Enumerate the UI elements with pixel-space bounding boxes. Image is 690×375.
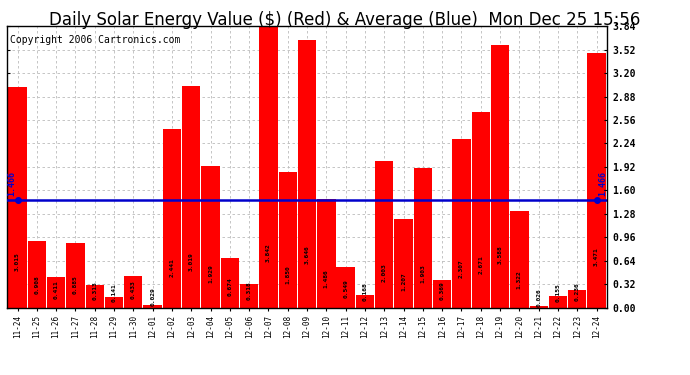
Bar (201, 166, 219, 308)
Text: 3.019: 3.019 (189, 252, 194, 271)
Bar (491, 45, 509, 308)
Bar (317, 199, 335, 308)
Bar (549, 296, 567, 307)
Text: 0.318: 0.318 (246, 282, 252, 300)
Text: 0.029: 0.029 (150, 288, 155, 306)
Text: 0.549: 0.549 (343, 279, 348, 298)
Text: 3.588: 3.588 (497, 246, 502, 264)
Bar (28, 241, 46, 308)
Bar (144, 305, 161, 308)
Bar (298, 40, 316, 308)
Bar (8, 87, 27, 308)
Bar (510, 211, 529, 308)
Bar (414, 168, 432, 308)
Text: 2.441: 2.441 (170, 258, 175, 277)
Text: 3.015: 3.015 (15, 252, 20, 271)
Text: 0.674: 0.674 (227, 278, 233, 296)
Text: 0.411: 0.411 (54, 280, 59, 299)
Text: 1.486: 1.486 (324, 269, 329, 288)
Text: 0.155: 0.155 (555, 283, 560, 302)
Bar (453, 138, 471, 308)
Bar (356, 295, 374, 307)
Text: Daily Solar Energy Value ($) (Red) & Average (Blue)  Mon Dec 25 15:56: Daily Solar Energy Value ($) (Red) & Ave… (49, 11, 641, 29)
Bar (279, 172, 297, 308)
Text: 0.908: 0.908 (34, 275, 39, 294)
Text: 1.207: 1.207 (401, 272, 406, 291)
Bar (375, 161, 393, 308)
Bar (47, 278, 66, 308)
Bar (105, 297, 124, 307)
Bar (240, 284, 258, 308)
Text: Copyright 2006 Cartronics.com: Copyright 2006 Cartronics.com (10, 35, 180, 45)
Bar (433, 280, 451, 308)
Text: 3.471: 3.471 (594, 247, 599, 266)
Text: 2.307: 2.307 (459, 260, 464, 279)
Bar (471, 112, 490, 308)
Text: 1.322: 1.322 (517, 271, 522, 290)
Text: 0.313: 0.313 (92, 282, 97, 300)
Text: 1.929: 1.929 (208, 264, 213, 283)
Text: 1.466: 1.466 (7, 171, 17, 196)
Text: 1.466: 1.466 (598, 171, 607, 196)
Bar (587, 53, 606, 307)
Bar (529, 306, 548, 308)
Bar (124, 276, 143, 308)
Bar (568, 290, 586, 308)
Text: 0.141: 0.141 (112, 284, 117, 302)
Text: 0.168: 0.168 (362, 283, 368, 302)
Bar (259, 26, 277, 308)
Bar (86, 285, 104, 308)
Text: 0.369: 0.369 (440, 281, 444, 300)
Text: 3.646: 3.646 (304, 245, 310, 264)
Bar (395, 219, 413, 308)
Text: 0.433: 0.433 (131, 280, 136, 299)
Bar (66, 243, 85, 308)
Bar (221, 258, 239, 308)
Text: 0.236: 0.236 (575, 282, 580, 301)
Text: 3.842: 3.842 (266, 243, 271, 262)
Bar (337, 267, 355, 308)
Text: 2.003: 2.003 (382, 263, 387, 282)
Bar (163, 129, 181, 308)
Text: 2.671: 2.671 (478, 256, 483, 274)
Text: 1.850: 1.850 (285, 265, 290, 284)
Text: 1.903: 1.903 (420, 264, 425, 283)
Bar (182, 86, 200, 308)
Text: 0.026: 0.026 (536, 288, 541, 306)
Text: 0.885: 0.885 (73, 275, 78, 294)
